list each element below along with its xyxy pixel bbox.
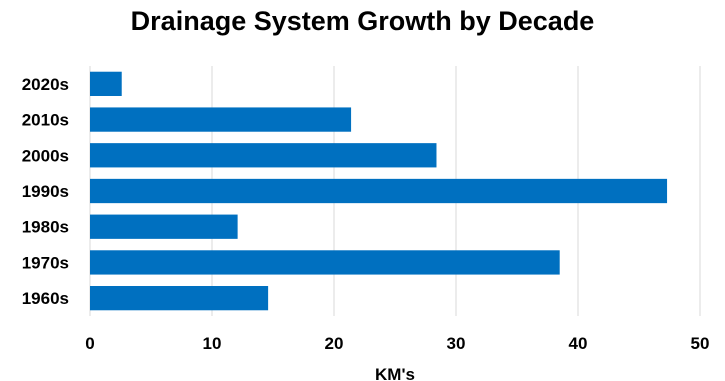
category-label-2020s: 2020s bbox=[22, 75, 69, 94]
x-axis-title: KM's bbox=[375, 365, 415, 381]
category-label-1970s: 1970s bbox=[22, 253, 69, 272]
x-tick-labels: 0 10 20 30 40 50 bbox=[85, 334, 709, 353]
bar-1990s bbox=[90, 178, 668, 204]
x-tick-label: 10 bbox=[203, 334, 222, 353]
bar-2000s bbox=[90, 143, 437, 168]
bar-2020s bbox=[90, 71, 122, 96]
bar-2010s bbox=[90, 107, 352, 132]
x-tick-label: 0 bbox=[85, 334, 94, 353]
category-label-1980s: 1980s bbox=[22, 218, 69, 237]
category-label-1960s: 1960s bbox=[22, 289, 69, 308]
category-label-1990s: 1990s bbox=[22, 182, 69, 201]
x-tick-label: 30 bbox=[447, 334, 466, 353]
bars bbox=[90, 71, 668, 311]
x-tick-label: 50 bbox=[691, 334, 710, 353]
category-label-2010s: 2010s bbox=[22, 111, 69, 130]
bar-1980s bbox=[90, 214, 238, 239]
category-labels: 2020s 2010s 2000s 1990s 1980s 1970s 1960s bbox=[22, 75, 69, 308]
chart-title: Drainage System Growth by Decade bbox=[130, 6, 595, 36]
bar-1960s bbox=[90, 286, 269, 311]
category-label-2000s: 2000s bbox=[22, 146, 69, 165]
x-tick-label: 40 bbox=[569, 334, 588, 353]
x-tick-label: 20 bbox=[325, 334, 344, 353]
bar-1970s bbox=[90, 250, 560, 275]
